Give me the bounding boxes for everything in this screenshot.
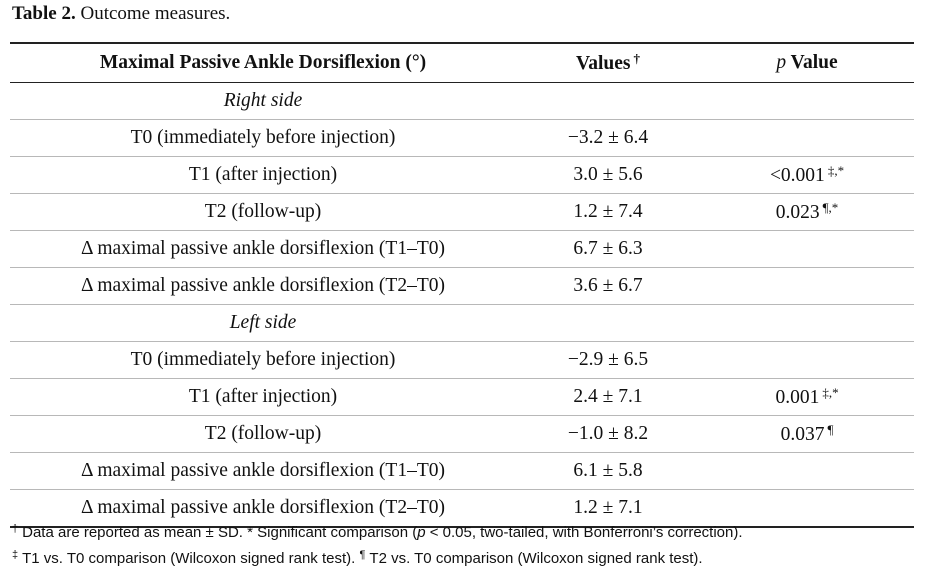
p-value-cell [700,489,914,528]
p-value: 0.023 [775,202,820,223]
measure-value: 1.2 ± 7.4 [516,193,700,231]
footnote-1-mark: † [12,523,19,535]
header-measure: Maximal Passive Ankle Dorsiflexion (°) [10,42,516,83]
footnote-2: ‡ T1 vs. T0 comparison (Wilcoxon signed r… [12,544,743,570]
header-measure-text: Maximal Passive Ankle Dorsiflexion (°) [99,52,427,73]
p-value-footnote-mark: ‡,* [827,163,845,178]
table-caption-label: Table 2. [12,3,76,24]
footnote-2-mark-1: ‡ [12,549,19,561]
table-row: Δ maximal passive ankle dorsiflexion (T1… [10,230,914,268]
section-label: Right side [10,82,516,120]
section-row: Right side [10,82,914,120]
table-row: T2 (follow-up) 1.2 ± 7.4 0.023 ¶,* [10,193,914,231]
outcome-measures-table: Maximal Passive Ankle Dorsiflexion (°) V… [10,42,914,528]
measure-label: Δ maximal passive ankle dorsiflexion (T1… [10,452,516,490]
measure-value: 6.7 ± 6.3 [516,230,700,268]
table-row: T1 (after injection) 3.0 ± 5.6 <0.001 ‡,* [10,156,914,194]
p-value-cell [700,230,914,268]
footnote-1-post: < 0.05, two-tailed, with Bonferroni’s co… [425,524,743,541]
table-row: T1 (after injection) 2.4 ± 7.1 0.001 ‡,* [10,378,914,416]
header-pvalue-rest: Value [790,52,838,73]
measure-label: Δ maximal passive ankle dorsiflexion (T2… [10,267,516,305]
table-caption: Table 2. Outcome measures. [12,2,230,26]
header-values: Values † [516,42,700,83]
p-value-cell [700,267,914,305]
measure-value: 1.2 ± 7.1 [516,489,700,528]
measure-label: T2 (follow-up) [10,415,516,453]
measure-label: T0 (immediately before injection) [10,119,516,157]
table-row: T0 (immediately before injection) −2.9 ± … [10,341,914,379]
empty-cell [516,304,700,342]
p-value-cell: 0.037 ¶ [700,415,914,453]
measure-label: Δ maximal passive ankle dorsiflexion (T1… [10,230,516,268]
measure-value: 6.1 ± 5.8 [516,452,700,490]
measure-label: T2 (follow-up) [10,193,516,231]
p-value-cell: 0.001 ‡,* [700,378,914,416]
measure-value: 3.0 ± 5.6 [516,156,700,194]
table-row: Δ maximal passive ankle dorsiflexion (T1… [10,452,914,490]
p-value-cell [700,341,914,379]
p-value-cell [700,119,914,157]
empty-cell [700,82,914,120]
header-values-text: Values [575,53,631,74]
table-row: Δ maximal passive ankle dorsiflexion (T2… [10,267,914,305]
p-value-footnote-mark: ¶,* [822,200,839,215]
measure-label: T0 (immediately before injection) [10,341,516,379]
section-label: Left side [10,304,516,342]
p-value-cell [700,452,914,490]
measure-value: −2.9 ± 6.5 [516,341,700,379]
footnote-2-mark-2: ¶ [359,549,366,561]
measure-value: −1.0 ± 8.2 [516,415,700,453]
p-value: 0.037 [780,424,825,445]
measure-label: Δ maximal passive ankle dorsiflexion (T2… [10,489,516,528]
footnote-1: † Data are reported as mean ± SD. * Signi… [12,518,743,544]
measure-value: −3.2 ± 6.4 [516,119,700,157]
empty-cell [700,304,914,342]
table-caption-text: Outcome measures. [80,3,231,24]
p-value: 0.001 [775,387,820,408]
table-row: T0 (immediately before injection) −3.2 ± … [10,119,914,157]
header-pvalue: p Value [700,42,914,83]
p-value-footnote-mark: ¶ [827,422,834,437]
footnote-2-text-2: T2 vs. T0 comparison (Wilcoxon signed ra… [369,550,703,567]
measure-label: T1 (after injection) [10,156,516,194]
p-value-cell: <0.001 ‡,* [700,156,914,194]
p-value-cell: 0.023 ¶,* [700,193,914,231]
table-row: Δ maximal passive ankle dorsiflexion (T2… [10,489,914,528]
header-values-mark: † [633,51,641,66]
footnote-2-text-1: T1 vs. T0 comparison (Wilcoxon signed ra… [22,550,356,567]
footnote-1-pre: Data are reported as mean ± SD. * Signif… [22,524,418,541]
table-header-row: Maximal Passive Ankle Dorsiflexion (°) V… [10,42,914,83]
p-value: <0.001 [769,165,825,186]
table-row: T2 (follow-up) −1.0 ± 8.2 0.037 ¶ [10,415,914,453]
measure-value: 2.4 ± 7.1 [516,378,700,416]
measure-value: 3.6 ± 6.7 [516,267,700,305]
p-value-footnote-mark: ‡,* [822,385,839,400]
table-footnotes: † Data are reported as mean ± SD. * Signi… [12,518,743,570]
measure-label: T1 (after injection) [10,378,516,416]
footnote-1-p: p [417,524,426,541]
empty-cell [516,82,700,120]
header-pvalue-p: p [776,52,787,73]
section-row: Left side [10,304,914,342]
table-body: Right side T0 (immediately before injecti… [10,82,914,528]
